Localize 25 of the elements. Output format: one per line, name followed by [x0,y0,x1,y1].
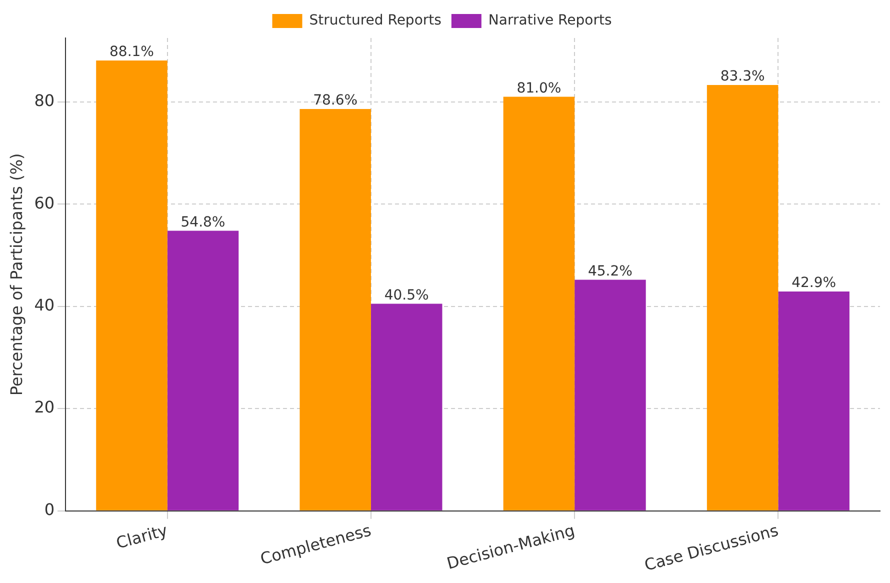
data-label: 40.5% [384,287,429,304]
data-label: 81.0% [516,80,562,96]
data-label: 42.9% [792,275,836,292]
bar [574,280,646,510]
legend-label: Narrative Reports [488,12,612,29]
legend-label: Structured Reports [309,12,442,29]
y-tick-label: 60 [34,193,55,212]
y-tick-label: 20 [34,398,55,417]
y-axis-title: Percentage of Participants (%) [6,153,26,396]
data-label: 45.2% [588,263,632,280]
x-tick-label: Clarity [114,520,170,552]
data-label: 78.6% [313,92,358,109]
data-label: 88.1% [109,44,154,60]
bar [706,85,778,510]
bar [300,109,371,510]
y-tick-label: 80 [34,91,55,110]
data-label: 83.3% [720,68,765,85]
data-label: 54.8% [180,214,226,230]
bar [503,96,575,510]
y-tick-label: 0 [44,500,55,519]
bar [96,60,168,510]
y-tick-label: 40 [34,296,55,315]
bar [167,230,239,510]
bar [370,304,442,510]
bar [778,292,850,510]
